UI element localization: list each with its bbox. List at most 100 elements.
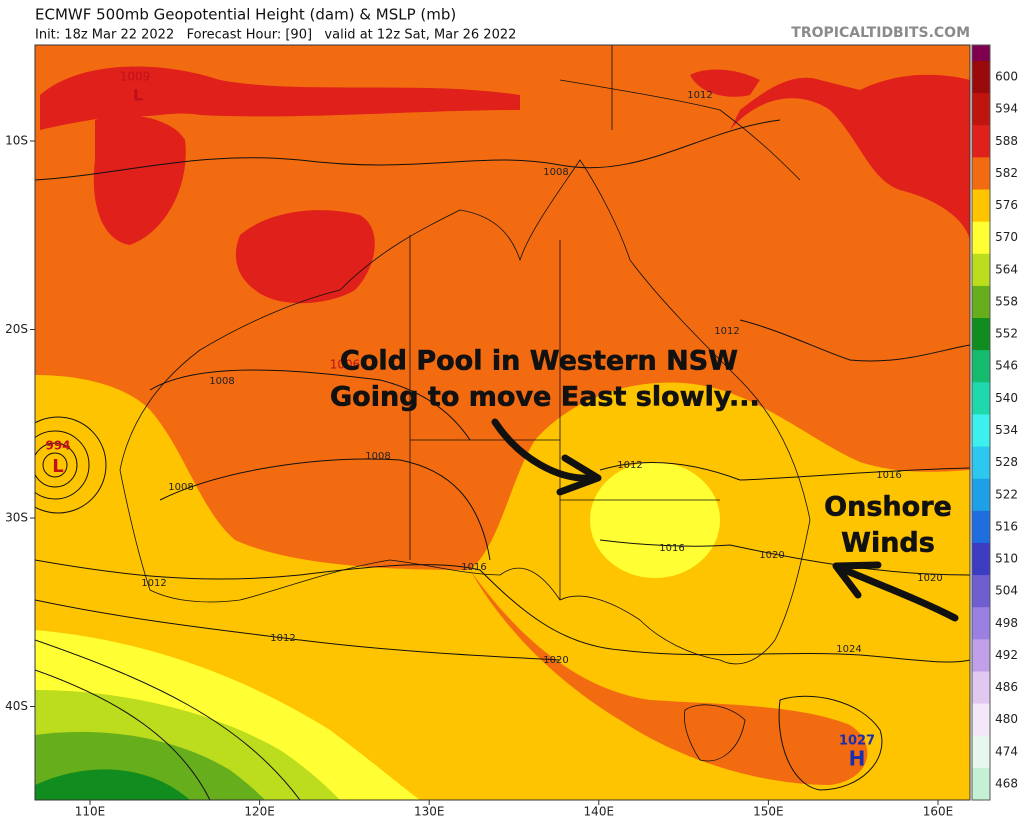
colorbar-label: 492	[995, 648, 1018, 662]
colorbar-label: 564	[995, 262, 1018, 276]
colorbar-label: 498	[995, 616, 1018, 630]
colorbar-label: 468	[995, 776, 1018, 790]
colorbar-swatch	[972, 350, 990, 383]
colorbar-label: 474	[995, 744, 1018, 758]
height-fill	[35, 375, 970, 800]
isobar-label: 1008	[209, 376, 234, 387]
lon-label: 140E	[584, 805, 615, 819]
lat-label: 30S	[5, 511, 28, 525]
colorbar-label: 576	[995, 198, 1018, 212]
colorbar-label: 588	[995, 134, 1018, 148]
colorbar-swatch	[972, 253, 990, 287]
isobar-label: 1012	[141, 578, 166, 589]
height-fill	[590, 462, 720, 578]
lat-label: 20S	[5, 322, 28, 336]
colorbar-swatch	[972, 607, 990, 640]
lon-label: 130E	[414, 805, 445, 819]
lon-label: 160E	[923, 805, 954, 819]
colorbar-label: 504	[995, 584, 1018, 598]
colorbar-swatch	[972, 446, 990, 480]
pressure-centers: 994 L 1027 H L	[45, 86, 875, 771]
colorbar-label: 516	[995, 519, 1018, 533]
colorbar-swatch	[972, 767, 990, 801]
isobar-label: 1024	[836, 644, 861, 655]
height-fill	[40, 66, 970, 304]
colorbar-label: 486	[995, 680, 1018, 694]
isobar-label: 1020	[917, 573, 942, 584]
isobar-label: 1020	[543, 655, 568, 666]
colorbar-label: 582	[995, 166, 1018, 180]
colorbar-swatch	[972, 189, 990, 223]
site-credit: TROPICALTIDBITS.COM	[791, 25, 970, 41]
annotation: Winds	[841, 528, 935, 559]
colorbar-swatch	[972, 414, 990, 448]
colorbar-swatch	[972, 318, 990, 351]
annotations: Cold Pool in Western NSW Going to move E…	[330, 345, 952, 559]
lat-label: 40S	[5, 699, 28, 713]
lon-labels: 110E 120E 130E 140E 150E 160E	[75, 800, 954, 819]
height-fill	[470, 570, 868, 785]
colorbar-label: 528	[995, 455, 1018, 469]
low-symbol: L	[52, 456, 63, 477]
colorbar-swatch	[972, 285, 990, 319]
map-frame	[34, 44, 971, 801]
lat-label: 10S	[5, 134, 28, 148]
colorbar-swatch	[972, 382, 990, 415]
isobar-label: 1012	[714, 326, 739, 337]
colorbar-swatch	[972, 61, 990, 94]
isobar-label: 1016	[461, 562, 486, 573]
isobar-label: 1012	[617, 460, 642, 471]
colorbar-swatch	[972, 575, 990, 608]
colorbar-swatch	[972, 639, 990, 672]
colorbar-label: 534	[995, 423, 1018, 437]
lon-label: 120E	[244, 805, 275, 819]
colorbar-label: 552	[995, 327, 1018, 341]
lon-label: 110E	[75, 805, 106, 819]
colorbar-swatch	[972, 93, 990, 126]
colorbar-label: 480	[995, 712, 1018, 726]
low-symbol: L	[133, 86, 143, 105]
colorbar-swatch	[972, 157, 990, 191]
coastlines	[119, 45, 811, 762]
colorbar-swatch	[972, 478, 990, 512]
title: ECMWF 500mb Geopotential Height (dam) & …	[35, 6, 456, 24]
isobar-label: 1020	[759, 550, 784, 561]
isobar-label: 1016	[876, 470, 901, 481]
colorbar-label: 540	[995, 391, 1018, 405]
colorbar-label: 594	[995, 102, 1018, 116]
subtitle: Init: 18z Mar 22 2022 Forecast Hour: [90…	[35, 28, 516, 43]
colorbar-label: 522	[995, 487, 1018, 501]
annotation: Cold Pool in Western NSW	[340, 346, 738, 377]
lon-label: 150E	[753, 805, 784, 819]
colorbar-swatch	[972, 703, 990, 737]
isobars	[35, 119, 970, 800]
isobar-label: 1008	[365, 451, 390, 462]
isobar-label: 1009	[120, 70, 151, 84]
low-value: 994	[45, 439, 70, 453]
isobar-labels: 1009 1012 1008 1012 1008 1008 1008 1012 …	[120, 70, 943, 667]
colorbar-swatch	[972, 221, 990, 255]
isobar-label: 1016	[659, 543, 684, 554]
colorbar-cap	[972, 45, 990, 61]
annotation: Onshore	[824, 492, 952, 523]
isobar-label: 1008	[543, 167, 568, 178]
arrows	[491, 418, 959, 622]
colorbar-label: 510	[995, 552, 1018, 566]
map-area	[35, 45, 970, 800]
colorbar-label: 546	[995, 359, 1018, 373]
isobar-label: 1012	[687, 90, 712, 101]
colorbar-swatch	[972, 510, 990, 544]
colorbar-label: 600	[995, 70, 1018, 84]
annotation: Going to move East slowly...	[330, 382, 760, 413]
colorbar-frame	[971, 44, 991, 801]
isobar-label: 1012	[270, 633, 295, 644]
colorbar-swatch	[972, 671, 990, 705]
colorbar-label: 558	[995, 294, 1018, 308]
colorbar-swatch	[972, 125, 990, 158]
colorbar-swatch	[972, 542, 990, 576]
high-symbol: H	[849, 747, 866, 771]
height-fill	[35, 769, 190, 800]
isobar-label: 1008	[168, 482, 193, 493]
